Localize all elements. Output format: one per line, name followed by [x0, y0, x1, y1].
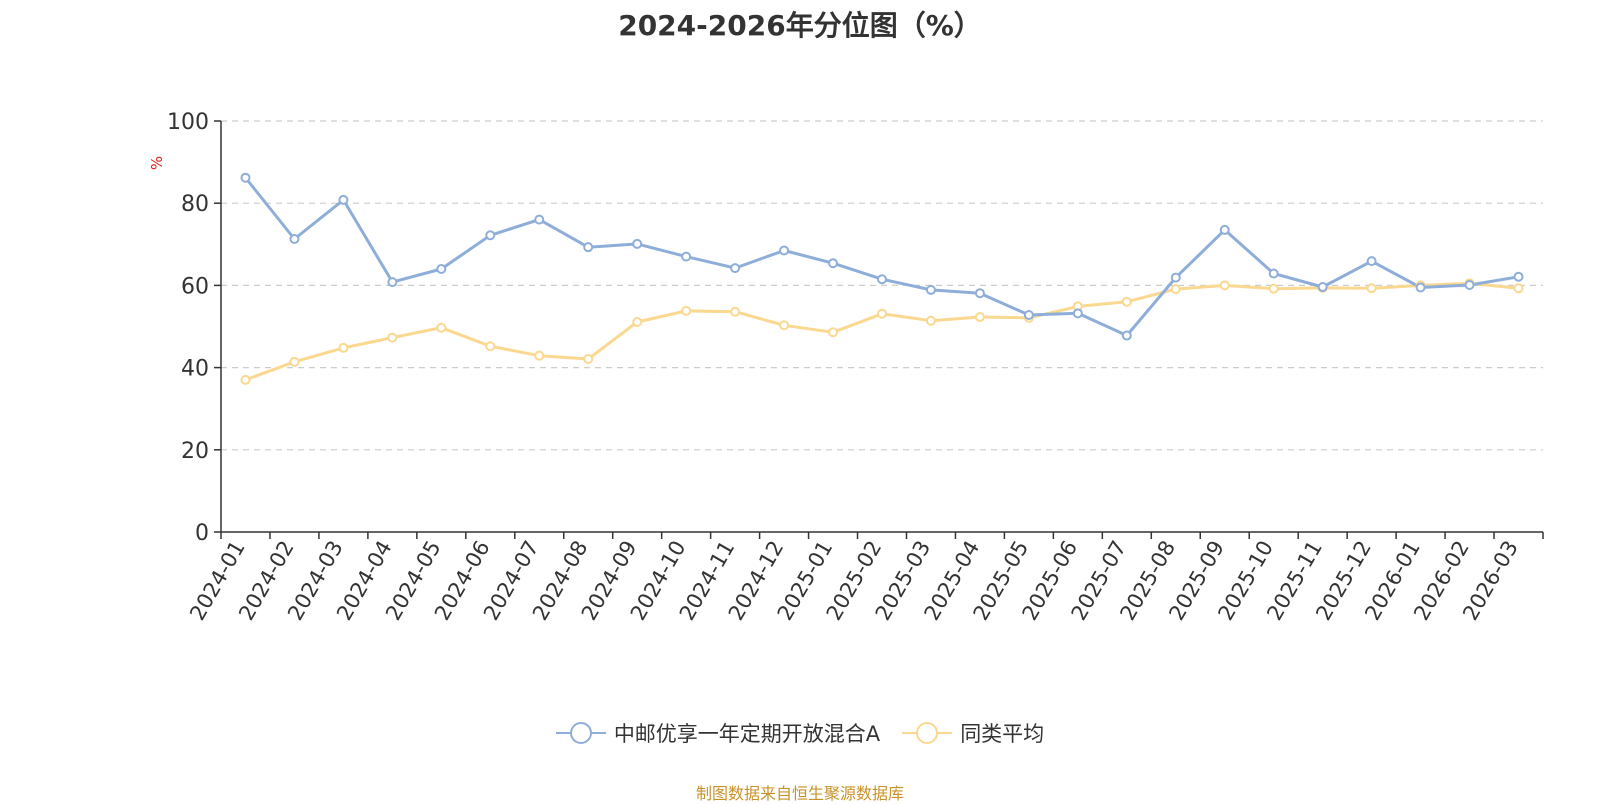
series-1-point — [1072, 308, 1083, 319]
series-2-point — [1268, 283, 1279, 294]
legend-label-series-1: 中邮优享一年定期开放混合A — [613, 722, 881, 746]
series-2-point — [974, 312, 985, 323]
series-2-point — [925, 315, 936, 326]
series-1-point — [1415, 282, 1426, 293]
series-1-point — [1121, 330, 1132, 341]
series-1-point — [338, 194, 349, 205]
series-1-point — [1170, 272, 1181, 283]
series-2-point — [338, 342, 349, 353]
y-tick-label: 40 — [181, 357, 209, 382]
series-1-point — [534, 214, 545, 225]
series-2-point — [583, 353, 594, 364]
series-1-point — [1366, 256, 1377, 267]
source-note: 制图数据来自恒生聚源数据库 — [695, 784, 904, 803]
legend-marker-series-1 — [555, 722, 606, 744]
series-2-point — [289, 356, 300, 367]
legend-label-series-2: 同类平均 — [960, 722, 1045, 746]
series-1-point — [387, 277, 398, 288]
legend-item-series-1[interactable]: 中邮优享一年定期开放混合A — [555, 718, 881, 748]
series-1-point — [1023, 309, 1034, 320]
series-1-point — [583, 242, 594, 253]
series-1-point — [1513, 271, 1524, 282]
series-1-point — [1317, 282, 1328, 293]
legend-marker-series-2 — [902, 722, 953, 744]
y-axis-label: % — [148, 156, 166, 170]
series-2-point — [681, 305, 692, 316]
series-1-point — [1219, 224, 1230, 235]
series-1-point — [632, 238, 643, 249]
series-1-point — [925, 284, 936, 295]
series-2-point — [485, 341, 496, 352]
y-tick-label: 0 — [195, 521, 209, 546]
series-2-point — [730, 306, 741, 317]
series-1-point — [1464, 279, 1475, 290]
series-1-point — [828, 258, 839, 269]
series-2-point — [387, 332, 398, 343]
series-2-point — [534, 350, 545, 361]
series-1-point — [779, 245, 790, 256]
series-1-point — [877, 274, 887, 285]
series-1-point — [974, 288, 985, 299]
series-1-point — [1268, 268, 1279, 279]
series-2-point — [1170, 284, 1181, 295]
series-line-2 — [244, 281, 1519, 382]
y-tick-label: 60 — [181, 274, 209, 299]
series-1-point — [240, 172, 251, 183]
series-2-point — [1366, 283, 1377, 294]
chart-legend: 中邮优享一年定期开放混合A 同类平均 — [0, 718, 1600, 748]
y-tick-label: 80 — [181, 192, 209, 217]
series-1-point — [681, 251, 692, 262]
legend-item-series-2[interactable]: 同类平均 — [902, 718, 1044, 748]
series-1-point — [730, 263, 741, 274]
series-2-point — [240, 374, 251, 385]
series-1-point — [289, 233, 300, 244]
series-2-point — [1219, 280, 1230, 291]
series-1-point — [436, 263, 447, 274]
series-2-point — [436, 322, 447, 333]
series-2-point — [828, 327, 839, 338]
series-2-point — [877, 308, 887, 319]
y-tick-label: 20 — [181, 439, 209, 464]
series-2-point — [1513, 283, 1524, 294]
chart-title: 2024-2026年分位图（%） — [618, 9, 982, 42]
series-2-point — [632, 316, 643, 327]
series-1-point — [485, 230, 496, 241]
series-2-point — [779, 320, 790, 331]
y-tick-label: 100 — [167, 110, 209, 135]
series-2-point — [1121, 296, 1132, 307]
